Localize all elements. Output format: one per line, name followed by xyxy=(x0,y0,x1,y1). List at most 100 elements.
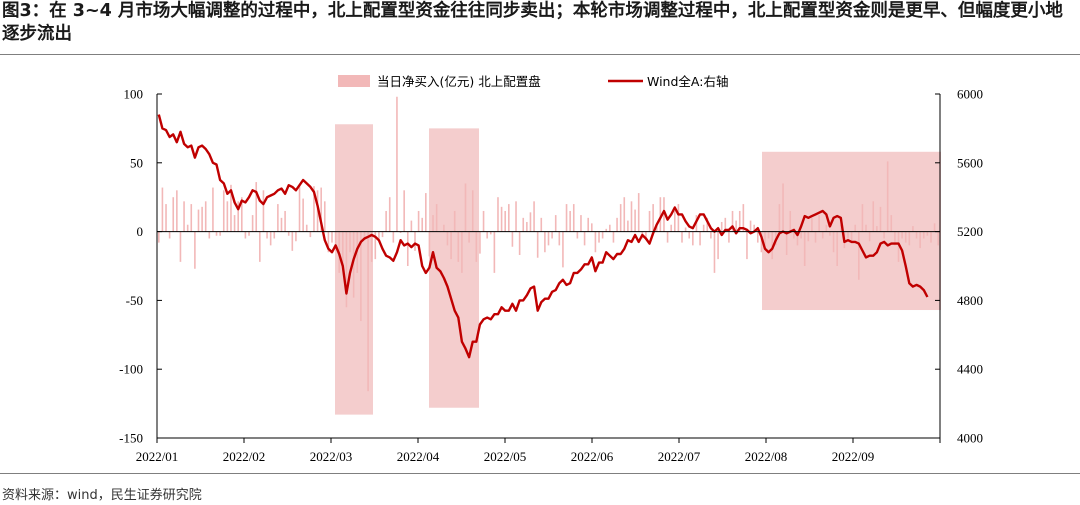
bar xyxy=(450,231,452,260)
bar xyxy=(504,210,507,232)
bar xyxy=(410,220,413,232)
bar xyxy=(233,215,236,232)
bar xyxy=(778,204,781,232)
left-tick-label: 50 xyxy=(130,155,143,170)
bar xyxy=(659,197,662,232)
bar xyxy=(735,220,737,232)
bar xyxy=(461,231,463,273)
bar xyxy=(161,187,164,232)
bar xyxy=(158,231,160,243)
x-tick-label: 2022/03 xyxy=(310,449,353,464)
bar xyxy=(291,231,294,251)
bar xyxy=(580,215,582,232)
bar xyxy=(832,231,835,253)
bar xyxy=(172,197,175,232)
bar xyxy=(829,231,831,236)
bar xyxy=(349,231,351,253)
bar xyxy=(533,201,535,232)
axes: 100 50 0 -50 -100 -150 6000 5600 5200 4800 4400 400… xyxy=(119,87,983,465)
bar xyxy=(284,210,286,232)
bar xyxy=(240,197,243,232)
bar xyxy=(648,210,651,232)
bar xyxy=(428,231,431,257)
bar xyxy=(309,231,312,238)
bar xyxy=(320,187,322,232)
bar xyxy=(572,204,575,232)
bar xyxy=(201,206,203,232)
bar xyxy=(919,231,921,249)
bar xyxy=(922,231,925,239)
bar xyxy=(915,231,918,239)
bar xyxy=(807,231,810,242)
bar xyxy=(771,231,774,260)
bar xyxy=(901,231,903,239)
bar xyxy=(323,201,326,232)
bar xyxy=(756,231,759,243)
bar xyxy=(652,204,654,232)
x-tick-label: 2022/09 xyxy=(832,449,875,464)
bar xyxy=(248,231,250,236)
bar xyxy=(601,231,604,239)
x-tick-label: 2022/01 xyxy=(136,449,179,464)
left-tick-label: -100 xyxy=(119,362,143,377)
bar xyxy=(710,231,712,239)
bar xyxy=(562,231,564,268)
bar xyxy=(388,197,391,232)
bar xyxy=(789,210,792,232)
bar xyxy=(590,223,593,232)
bar xyxy=(655,224,658,232)
bottom-rule xyxy=(0,473,1080,474)
bar xyxy=(269,231,272,246)
bar xyxy=(190,204,193,232)
bar xyxy=(587,217,589,232)
bar xyxy=(890,215,893,232)
bar xyxy=(854,224,857,232)
bar xyxy=(425,193,427,232)
bar xyxy=(800,231,802,239)
bar xyxy=(186,224,189,232)
bar xyxy=(464,183,467,232)
bar xyxy=(479,231,481,254)
bar xyxy=(764,231,766,246)
bar xyxy=(475,231,478,262)
bar xyxy=(858,231,860,280)
bar xyxy=(670,224,672,232)
bar xyxy=(894,231,896,246)
bar xyxy=(208,231,211,239)
bar xyxy=(277,204,279,232)
bar xyxy=(266,231,268,239)
bar xyxy=(793,231,795,239)
bar xyxy=(850,231,853,243)
left-tick-label: 100 xyxy=(124,87,144,102)
bar xyxy=(839,224,842,232)
bar xyxy=(334,231,337,246)
bar xyxy=(692,231,694,246)
bar xyxy=(782,183,784,232)
bar xyxy=(255,182,258,232)
bar xyxy=(226,201,229,232)
bar xyxy=(331,231,333,243)
x-tick-label: 2022/07 xyxy=(658,449,701,464)
bar xyxy=(179,231,182,262)
bar xyxy=(731,210,734,232)
bar xyxy=(645,231,647,240)
x-tick-label: 2022/04 xyxy=(397,449,440,464)
bar xyxy=(699,231,701,246)
bar xyxy=(583,231,586,246)
bar xyxy=(457,231,460,262)
bar xyxy=(219,231,221,236)
bar xyxy=(237,201,239,232)
bar xyxy=(702,224,705,232)
bar xyxy=(738,210,741,232)
legend[interactable]: 当日净买入(亿元) 北上配置盘 Wind全A:右轴 xyxy=(338,74,728,89)
bar xyxy=(728,231,730,243)
bar xyxy=(681,231,683,243)
bar xyxy=(558,231,561,246)
bar xyxy=(760,231,763,253)
bar xyxy=(688,231,691,239)
bar xyxy=(421,217,424,232)
bar xyxy=(886,161,889,232)
right-tick-label: 4400 xyxy=(957,362,983,377)
bar xyxy=(684,227,687,232)
legend-line-label: Wind全A:右轴 xyxy=(647,74,728,89)
